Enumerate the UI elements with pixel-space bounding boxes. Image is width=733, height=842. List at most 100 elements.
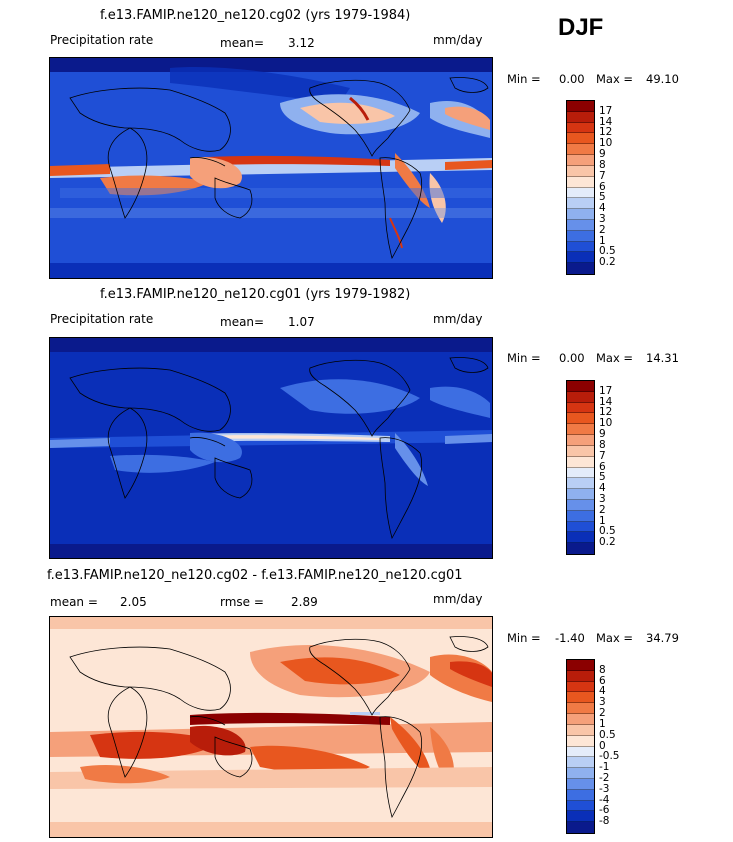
colorbar-box [567,778,594,790]
colorbar-tick-label: -1 [599,761,610,774]
colorbar-box [567,822,594,833]
colorbar-box [567,703,594,715]
colorbar-tick-label: -0.5 [599,750,620,763]
colorbar-tick-label: 3 [599,492,606,505]
colorbar-tick-label: 5 [599,191,606,204]
difference-map [49,616,493,838]
colorbar-box [567,789,594,801]
min-label: Min = [507,351,541,365]
colorbar [566,100,595,275]
colorbar-tick-label: 8 [599,438,606,451]
colorbar-tick-label: 4 [599,685,606,698]
variable-label: Precipitation rate [50,312,154,326]
colorbar-box [567,144,594,156]
colorbar-tick-label: 6 [599,460,606,473]
colorbar-tick-label: 8 [599,158,606,171]
colorbar-tick-label: 9 [599,148,606,161]
colorbar-box [567,510,594,522]
colorbar-tick-label: 12 [599,126,613,139]
colorbar-box [567,424,594,436]
colorbar-tick-label: -2 [599,771,610,784]
colorbar-box [567,133,594,145]
colorbar-box [567,252,594,264]
colorbar-box [567,111,594,123]
colorbar-tick-label: -8 [599,815,610,828]
season-label: DJF [558,14,604,41]
colorbar-tick-label: 0 [599,739,606,752]
colorbar-tick-label: -6 [599,804,610,817]
colorbar-box [567,391,594,403]
colorbar-box [567,499,594,511]
rmse-label: rmse = [220,595,264,609]
min-value: -1.40 [555,631,585,645]
colorbar-box [567,456,594,468]
colorbar-tick-label: 6 [599,674,606,687]
precip-map-cg01 [49,337,493,559]
mean-label: mean= [220,36,265,50]
colorbar-tick-label: 9 [599,428,606,441]
max-value: 34.79 [646,631,679,645]
colorbar-tick-label: 6 [599,180,606,193]
colorbar-tick-label: 0.5 [599,245,616,258]
colorbar-box [567,230,594,242]
min-label: Min = [507,631,541,645]
colorbar-box [567,176,594,188]
min-value: 0.00 [559,351,585,365]
rmse-value: 2.89 [291,595,318,609]
colorbar-box [567,735,594,747]
colorbar-tick-label: 14 [599,395,613,408]
colorbar-tick-label: 5 [599,471,606,484]
colorbar-box [567,811,594,823]
colorbar-box [567,757,594,769]
colorbar-box [567,521,594,533]
mean-label: mean = [50,595,98,609]
colorbar-box [567,532,594,544]
colorbar-tick-label: 12 [599,406,613,419]
mean-value: 2.05 [120,595,147,609]
variable-label: Precipitation rate [50,33,154,47]
colorbar-box [567,543,594,554]
colorbar-box [567,768,594,779]
precip-map-cg02 [49,57,493,279]
colorbar [566,380,595,555]
colorbar-tick-label: 1 [599,717,606,730]
colorbar-tick-label: 4 [599,202,606,215]
units-label: mm/day [433,312,483,326]
colorbar-box [567,155,594,166]
colorbar-tick-label: 17 [599,384,613,397]
units-label: mm/day [433,33,483,47]
colorbar-box [567,165,594,177]
colorbar [566,659,595,834]
colorbar-box [567,402,594,414]
mean-value: 3.12 [288,36,315,50]
colorbar-tick-label: 1 [599,234,606,247]
colorbar-tick-label: 0.5 [599,525,616,538]
colorbar-tick-label: 1 [599,514,606,527]
colorbar-box [567,209,594,220]
colorbar-box [567,219,594,231]
min-label: Min = [507,72,541,86]
colorbar-box [567,746,594,758]
colorbar-tick-label: 17 [599,104,613,117]
colorbar-tick-label: -4 [599,793,610,806]
colorbar-tick-label: 2 [599,503,606,516]
max-value: 49.10 [646,72,679,86]
min-value: 0.00 [559,72,585,86]
colorbar-tick-label: -3 [599,782,610,795]
colorbar-box [567,187,594,199]
colorbar-tick-label: 10 [599,137,613,150]
colorbar-tick-label: 0.5 [599,728,616,741]
colorbar-box [567,714,594,725]
colorbar-box [567,478,594,490]
colorbar-box [567,681,594,693]
colorbar-box [567,724,594,736]
colorbar-box [567,660,594,671]
units-label: mm/day [433,592,483,606]
colorbar-tick-label: 3 [599,212,606,225]
colorbar-tick-label: 7 [599,449,606,462]
colorbar-box [567,445,594,457]
colorbar-box [567,241,594,253]
colorbar-box [567,800,594,812]
panel-title: f.e13.FAMIP.ne120_ne120.cg02 (yrs 1979-1… [100,8,411,23]
max-value: 14.31 [646,351,679,365]
